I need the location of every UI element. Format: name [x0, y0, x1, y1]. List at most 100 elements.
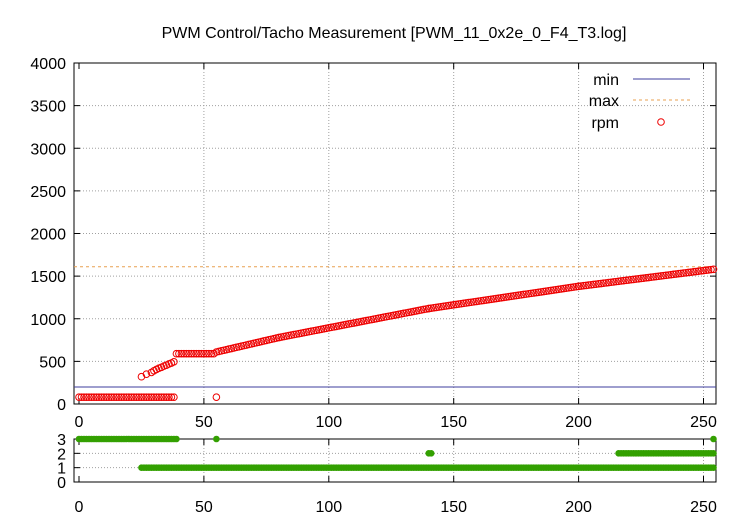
rpm-point	[554, 285, 563, 294]
rpm-point	[509, 292, 518, 300]
rpm-point	[704, 266, 713, 274]
rpm-point	[567, 283, 575, 292]
rpm-point	[434, 303, 443, 311]
y-tick-label: 4000	[30, 56, 66, 73]
x-tick-label: 250	[690, 414, 717, 431]
state-point	[710, 464, 717, 471]
rpm-point	[607, 278, 615, 287]
rpm-point	[105, 393, 113, 401]
rpm-point	[147, 393, 156, 401]
rpm-point	[672, 270, 680, 278]
rpm-point	[669, 270, 678, 279]
rpm-point	[130, 393, 138, 401]
rpm-point	[617, 277, 625, 285]
rpm-point	[529, 289, 538, 297]
rpm-point	[452, 300, 461, 309]
rpm-point	[614, 277, 623, 286]
rpm-point	[504, 292, 513, 301]
x-tick-label: 0	[75, 499, 84, 516]
rpm-point	[172, 349, 181, 358]
rpm-point	[437, 302, 446, 311]
main-plot: 0 50 100 150 200 2500500100015002000250030003…	[30, 56, 718, 431]
state-point	[710, 450, 717, 457]
rpm-point	[667, 270, 675, 279]
y-tick-label: 1	[57, 461, 66, 478]
rpm-point	[177, 349, 186, 358]
rpm-point	[135, 393, 143, 401]
rpm-point	[627, 275, 635, 284]
rpm-point	[464, 298, 473, 307]
x-tick-label: 0	[75, 414, 84, 431]
legend-label-min: min	[593, 72, 619, 89]
rpm-point	[117, 393, 126, 401]
rpm-point	[517, 291, 525, 299]
rpm-point	[187, 349, 196, 358]
rpm-point	[657, 272, 665, 280]
rpm-point	[157, 393, 166, 401]
rpm-point	[579, 281, 588, 290]
rpm-point	[162, 393, 171, 401]
rpm-point	[479, 296, 488, 305]
y-tick-label: 2	[57, 446, 66, 463]
state-point	[427, 450, 435, 457]
rpm-point	[647, 273, 655, 281]
rpm-point	[439, 302, 448, 311]
rpm-point	[132, 393, 141, 401]
rpm-point	[662, 271, 670, 280]
rpm-point	[599, 279, 608, 287]
rpm-point	[629, 275, 638, 284]
x-tick-label: 150	[440, 499, 467, 516]
rpm-point	[589, 280, 598, 289]
rpm-point	[527, 289, 535, 298]
rpm-point	[564, 284, 573, 292]
rpm-point	[202, 349, 211, 358]
rpm-point	[195, 349, 203, 358]
rpm-point	[469, 298, 478, 306]
rpm-point	[207, 349, 216, 358]
rpm-point	[707, 265, 715, 274]
rpm-point	[85, 393, 93, 401]
rpm-point	[125, 393, 133, 401]
legend-label-max: max	[589, 93, 619, 110]
rpm-point	[137, 393, 146, 401]
rpm-point	[432, 303, 441, 312]
rpm-point	[519, 290, 528, 299]
y-tick-label: 3500	[30, 99, 66, 116]
rpm-point	[639, 274, 648, 282]
rpm-point	[597, 279, 605, 288]
rpm-point	[624, 276, 633, 284]
x-tick-label: 50	[195, 414, 213, 431]
state-point	[173, 435, 180, 443]
rpm-point	[170, 358, 178, 366]
rpm-point	[577, 282, 585, 290]
y-tick-label: 1500	[30, 269, 66, 286]
rpm-point	[77, 393, 86, 401]
rpm-point	[102, 393, 111, 401]
rpm-point	[592, 280, 600, 288]
rpm-point	[459, 299, 468, 308]
y-tick-label: 3000	[30, 141, 66, 158]
rpm-point	[155, 393, 163, 401]
state-point	[213, 435, 220, 443]
rpm-point	[699, 266, 708, 275]
rpm-point	[182, 349, 191, 358]
rpm-point	[140, 393, 148, 401]
rpm-point	[467, 298, 475, 307]
rpm-point	[145, 393, 153, 401]
rpm-point	[494, 294, 503, 302]
rpm-point	[110, 393, 118, 401]
rpm-point	[524, 289, 533, 298]
legend-label-rpm: rpm	[591, 115, 619, 132]
rpm-point	[619, 276, 628, 285]
rpm-point	[542, 287, 550, 295]
chart-title: PWM Control/Tacho Measurement [PWM_11_0x…	[162, 25, 627, 42]
rpm-point	[637, 274, 645, 283]
rpm-point	[150, 393, 158, 401]
rpm-point	[497, 294, 505, 302]
rpm-point	[502, 293, 510, 301]
rpm-point	[547, 286, 555, 295]
rpm-point	[122, 393, 131, 401]
rpm-point	[664, 271, 673, 279]
rpm-point	[472, 297, 480, 306]
